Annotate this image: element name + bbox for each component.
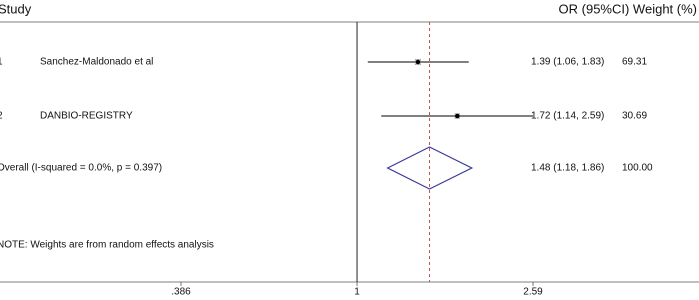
- ci-label: 1.48 (1.18, 1.86): [531, 163, 604, 174]
- stats-header: OR (95%CI) Weight (%): [559, 1, 697, 16]
- note: NOTE: Weights are from random effects an…: [0, 240, 214, 251]
- point-estimate: [455, 113, 460, 119]
- x-tick-label: 2.59: [523, 287, 543, 298]
- study-header: Study: [0, 1, 32, 16]
- x-tick-label: .386: [171, 287, 191, 298]
- ci-label: 1.39 (1.06, 1.83): [531, 57, 604, 68]
- weight-box: [414, 59, 421, 65]
- study-id: 1: [0, 57, 3, 68]
- weight-label: 100.00: [622, 163, 653, 174]
- overall-label: Overall (I-squared = 0.0%, p = 0.397): [0, 163, 162, 174]
- weight-box: [454, 113, 460, 119]
- study-id: 2: [0, 111, 3, 122]
- study-name: DANBIO-REGISTRY: [40, 111, 133, 122]
- overall-diamond: [386, 146, 474, 190]
- point-estimate: [415, 59, 421, 65]
- x-tick-label: 1: [354, 287, 360, 298]
- weight-label: 69.31: [622, 57, 647, 68]
- weight-label: 30.69: [622, 111, 647, 122]
- ci-label: 1.72 (1.14, 2.59): [531, 111, 604, 122]
- study-name: Sanchez-Maldonado et al: [40, 57, 153, 68]
